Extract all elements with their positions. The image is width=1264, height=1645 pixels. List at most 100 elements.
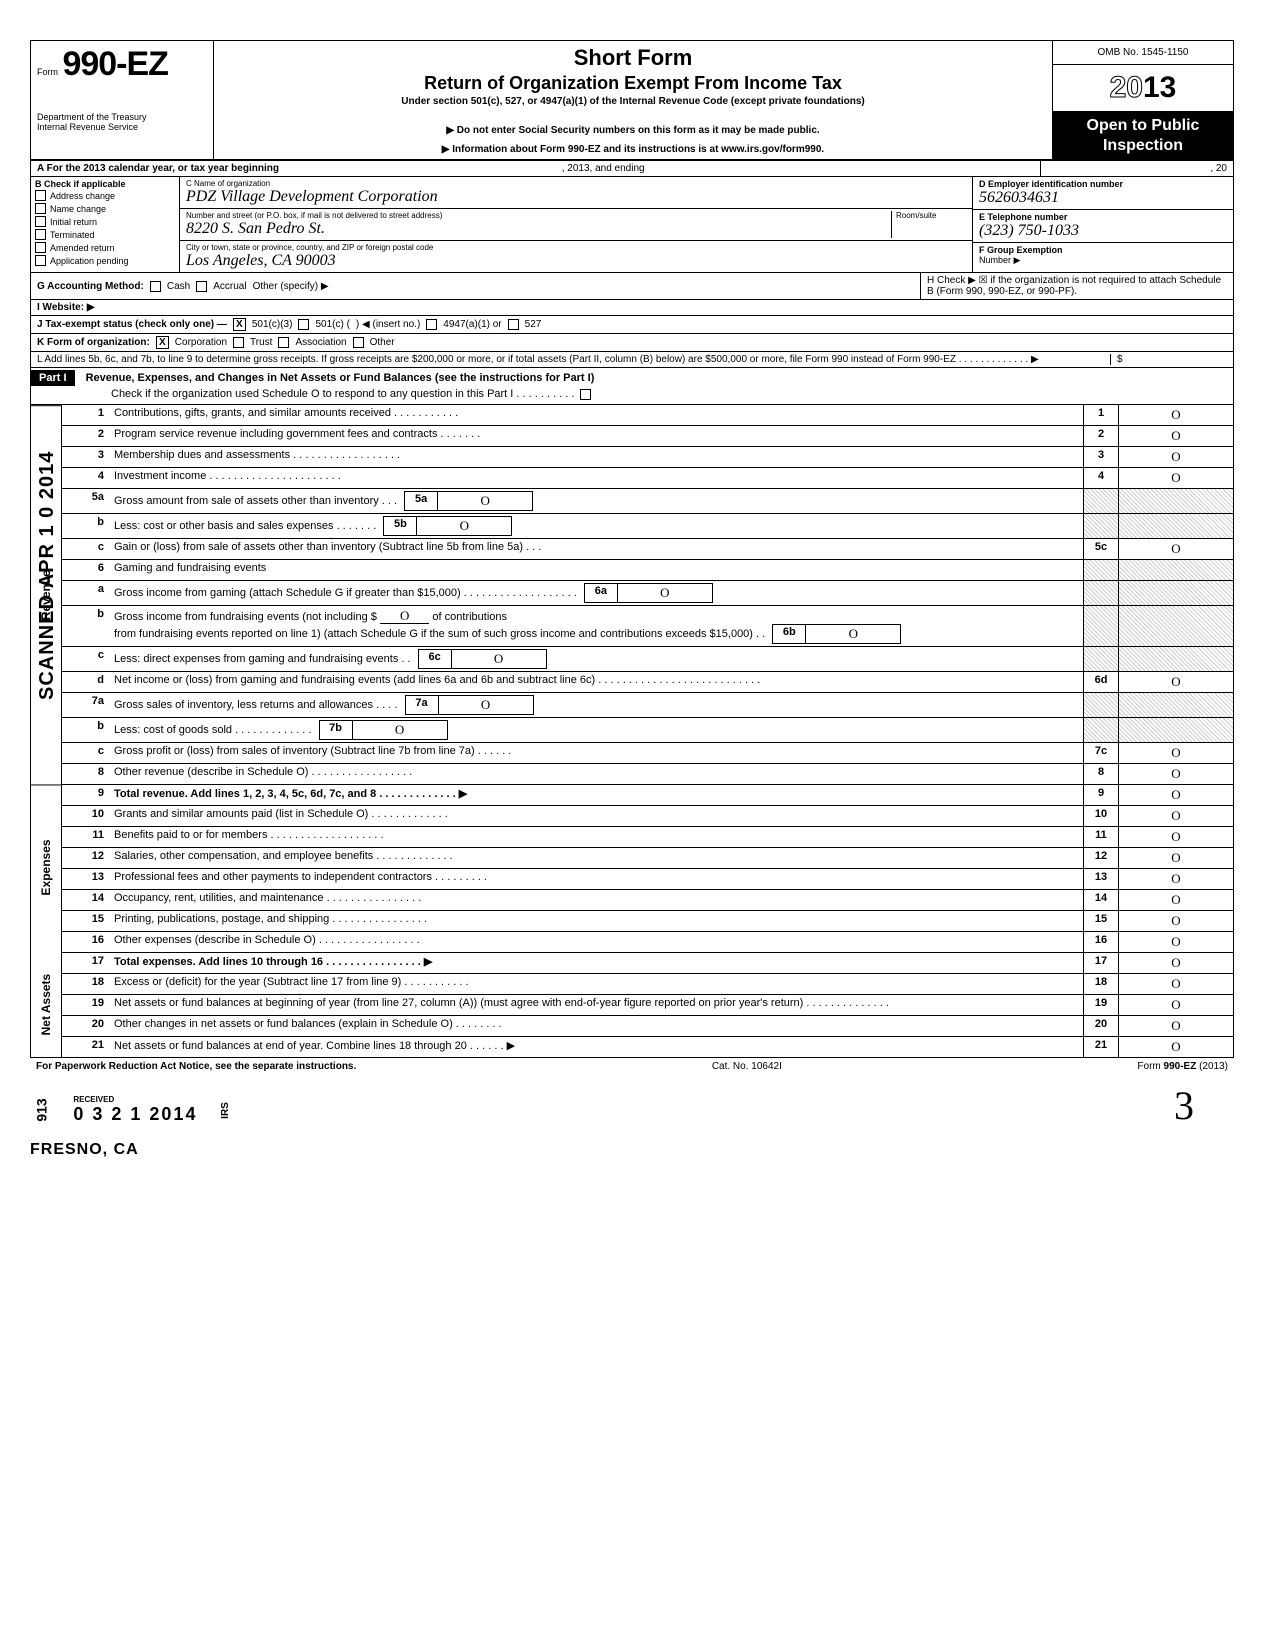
j-527: 527 <box>525 319 542 330</box>
main-lines-area: Revenue Expenses Net Assets 1 Contributi… <box>31 405 1233 1057</box>
line-11: 11Benefits paid to or for members . . . … <box>62 827 1233 848</box>
line-7b: b Less: cost of goods sold . . . . . . .… <box>62 718 1233 743</box>
header-right: OMB No. 1545-1150 2013 Open to Public In… <box>1053 41 1233 159</box>
j-501c: 501(c) ( <box>315 319 349 330</box>
handwritten-3: 3 <box>1174 1082 1194 1129</box>
footer-catno: Cat. No. 10642I <box>712 1061 782 1072</box>
b-header: B Check if applicable <box>35 179 175 189</box>
chk-amended-return[interactable]: Amended return <box>35 241 175 254</box>
j-insert: ) ◀ (insert no.) <box>356 319 420 330</box>
e-tel-value: (323) 750-1033 <box>979 222 1227 240</box>
d-ein-value: 5626034631 <box>979 189 1227 207</box>
k-label: K Form of organization: <box>37 337 150 348</box>
row-h: H Check ▶ ☒ if the organization is not r… <box>920 273 1233 299</box>
g-label: G Accounting Method: <box>37 281 144 292</box>
form-990ez: Form 990-EZ Department of the Treasury I… <box>30 40 1234 1058</box>
part1-header-row: Part I Revenue, Expenses, and Changes in… <box>31 368 1233 405</box>
stamp-received: RECEIVED <box>73 1095 197 1104</box>
d-ein-label: D Employer identification number <box>979 179 1227 189</box>
chk-other[interactable] <box>353 337 364 348</box>
chk-address-change[interactable]: Address change <box>35 189 175 202</box>
under-section: Under section 501(c), 527, or 4947(a)(1)… <box>222 96 1044 107</box>
row-l: L Add lines 5b, 6c, and 7b, to line 9 to… <box>31 352 1233 368</box>
form-number: 990-EZ <box>62 45 168 83</box>
chk-trust[interactable] <box>233 337 244 348</box>
row-k: K Form of organization: X Corporation Tru… <box>31 334 1233 352</box>
chk-501c3[interactable]: X <box>233 318 246 331</box>
g-accrual: Accrual <box>213 281 246 292</box>
line-5b: b Less: cost or other basis and sales ex… <box>62 514 1233 539</box>
d-ein: D Employer identification number 5626034… <box>973 177 1233 210</box>
chk-cash[interactable] <box>150 281 161 292</box>
chk-application-pending[interactable]: Application pending <box>35 254 175 267</box>
line-6: 6 Gaming and fundraising events <box>62 560 1233 581</box>
stamp-date: 0 3 2 1 2014 <box>73 1104 197 1125</box>
part1-title: Revenue, Expenses, and Changes in Net As… <box>86 372 595 384</box>
part1-check-text: Check if the organization used Schedule … <box>111 388 574 400</box>
lines-column: 1 Contributions, gifts, grants, and simi… <box>62 405 1233 1057</box>
l-text: L Add lines 5b, 6c, and 7b, to line 9 to… <box>37 354 1104 365</box>
chk-schedule-o[interactable] <box>580 389 591 400</box>
omb-number: OMB No. 1545-1150 <box>1053 41 1233 65</box>
g-cash: Cash <box>167 281 190 292</box>
chk-terminated[interactable]: Terminated <box>35 228 175 241</box>
col-def: D Employer identification number 5626034… <box>973 177 1233 272</box>
side-expenses: Expenses <box>31 784 61 950</box>
row-j: J Tax-exempt status (check only one) — X… <box>31 316 1233 334</box>
line-21: 21Net assets or fund balances at end of … <box>62 1037 1233 1057</box>
year-20: 20 <box>1110 71 1143 104</box>
chk-corporation[interactable]: X <box>156 336 169 349</box>
f-group-number: Number ▶ <box>979 255 1227 266</box>
side-net-assets: Net Assets <box>31 951 61 1057</box>
chk-527[interactable] <box>508 319 519 330</box>
row-a-tax-year: A For the 2013 calendar year, or tax yea… <box>31 161 1233 177</box>
form-footer: For Paperwork Reduction Act Notice, see … <box>30 1058 1234 1075</box>
e-tel-label: E Telephone number <box>979 212 1227 222</box>
col-c-org-info: C Name of organization PDZ Village Devel… <box>180 177 973 272</box>
j-4947: 4947(a)(1) or <box>443 319 501 330</box>
line-19: 19Net assets or fund balances at beginni… <box>62 995 1233 1016</box>
chk-501c[interactable] <box>298 319 309 330</box>
j-label: J Tax-exempt status (check only one) — <box>37 319 227 330</box>
c-city-label: City or town, state or province, country… <box>186 243 966 252</box>
j-501c3: 501(c)(3) <box>252 319 293 330</box>
donot-enter: ▶ Do not enter Social Security numbers o… <box>222 125 1044 136</box>
open-to-public: Open to Public Inspection <box>1053 112 1233 159</box>
k-other: Other <box>370 337 395 348</box>
line-7a: 7a Gross sales of inventory, less return… <box>62 693 1233 718</box>
line-20: 20Other changes in net assets or fund ba… <box>62 1016 1233 1037</box>
line-15: 15Printing, publications, postage, and s… <box>62 911 1233 932</box>
c-street-value: 8220 S. San Pedro St. <box>186 220 891 238</box>
i-website: I Website: ▶ <box>37 302 95 313</box>
c-name-label: C Name of organization <box>186 179 966 188</box>
line-9: 9 Total revenue. Add lines 1, 2, 3, 4, 5… <box>62 785 1233 806</box>
k-corp: Corporation <box>175 337 227 348</box>
line-6b: b Gross income from fundraising events (… <box>62 606 1233 647</box>
row-a-right: , 20 <box>1040 161 1233 176</box>
row-a-begin: A For the 2013 calendar year, or tax yea… <box>37 163 279 174</box>
footer-paperwork: For Paperwork Reduction Act Notice, see … <box>36 1061 356 1072</box>
line-6a: a Gross income from gaming (attach Sched… <box>62 581 1233 606</box>
year-13: 13 <box>1143 71 1176 104</box>
line-5c: c Gain or (loss) from sale of assets oth… <box>62 539 1233 560</box>
k-assoc: Association <box>295 337 346 348</box>
c-street: Number and street (or P.O. box, if mail … <box>180 209 972 241</box>
chk-name-change[interactable]: Name change <box>35 202 175 215</box>
chk-association[interactable] <box>278 337 289 348</box>
chk-4947[interactable] <box>426 319 437 330</box>
chk-initial-return[interactable]: Initial return <box>35 215 175 228</box>
line-1: 1 Contributions, gifts, grants, and simi… <box>62 405 1233 426</box>
footer-form: Form 990-EZ (2013) <box>1137 1061 1228 1072</box>
form-header: Form 990-EZ Department of the Treasury I… <box>31 41 1233 161</box>
dept-irs: Internal Revenue Service <box>37 122 207 132</box>
return-title: Return of Organization Exempt From Incom… <box>222 73 1044 94</box>
k-trust: Trust <box>250 337 272 348</box>
line-13: 13Professional fees and other payments t… <box>62 869 1233 890</box>
chk-accrual[interactable] <box>196 281 207 292</box>
l-dollar: $ <box>1110 354 1227 365</box>
line-17: 17Total expenses. Add lines 10 through 1… <box>62 953 1233 974</box>
stamp-irs: IRS <box>220 1102 231 1119</box>
c-street-label: Number and street (or P.O. box, if mail … <box>186 211 891 220</box>
header-left: Form 990-EZ Department of the Treasury I… <box>31 41 214 159</box>
stamp-fresno: FRESNO, CA <box>30 1141 1234 1159</box>
